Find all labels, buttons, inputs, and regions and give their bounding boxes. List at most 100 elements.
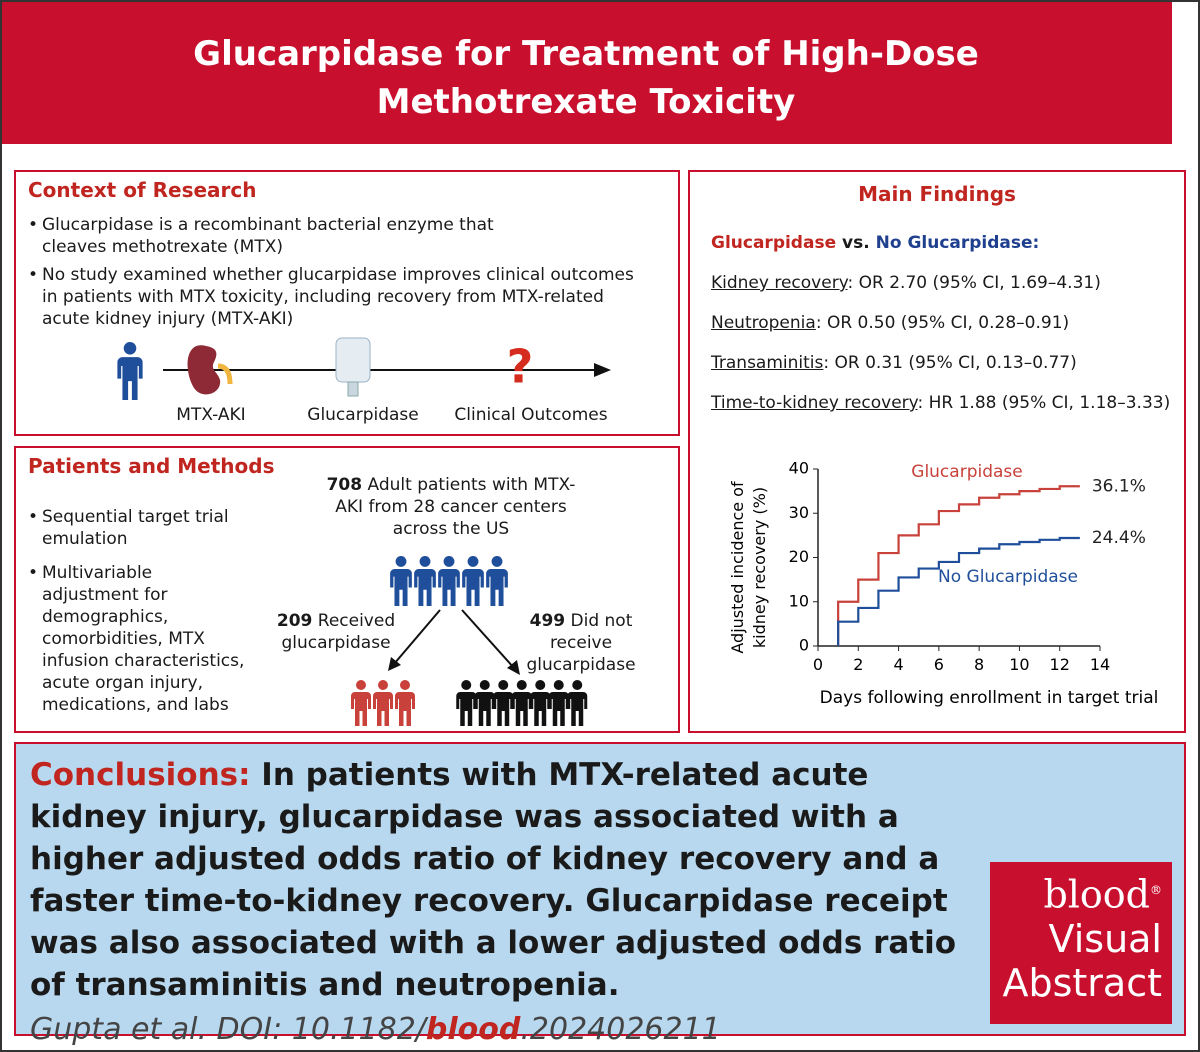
methods-bullets: Sequential target trial emulation Multiv… bbox=[28, 506, 253, 722]
x-tick-label: 10 bbox=[1009, 655, 1029, 674]
cohort: 708 Adult patients with MTX-AKI from 28 … bbox=[316, 474, 586, 540]
series-label: No Glucarpidase bbox=[938, 567, 1078, 587]
logo-brand-row: blood® bbox=[1000, 868, 1162, 917]
logo: blood® Visual Abstract bbox=[990, 862, 1172, 1024]
question-mark: ? bbox=[507, 340, 534, 394]
result-estimate: : OR 0.50 (95% CI, 0.28–0.91) bbox=[815, 313, 1070, 333]
logo-brand: blood bbox=[1043, 872, 1150, 917]
branch-arrow bbox=[461, 609, 515, 669]
result-measure: Neutropenia bbox=[711, 313, 816, 333]
cohort-text: Adult patients with MTX-AKI from 28 canc… bbox=[335, 475, 576, 539]
x-tick-label: 4 bbox=[893, 655, 903, 674]
x-axis-label: Days following enrollment in target tria… bbox=[820, 688, 1159, 708]
x-tick-label: 6 bbox=[934, 655, 944, 674]
result-measure: Kidney recovery bbox=[711, 273, 848, 293]
comparison: Glucarpidase vs. No Glucarpidase: bbox=[711, 233, 1039, 253]
comparison-control: No Glucarpidase: bbox=[875, 233, 1040, 253]
methods-box: Patients and Methods Sequential target t… bbox=[14, 446, 680, 733]
result-estimate: : HR 1.88 (95% CI, 1.18–3.33) bbox=[917, 393, 1171, 413]
context-box: Context of Research Glucarpidase is a re… bbox=[14, 170, 680, 436]
y-tick-label: 20 bbox=[789, 547, 809, 566]
arm: 499 Did not receive glucarpidase bbox=[496, 610, 666, 676]
conclusion-label: Conclusions: bbox=[30, 757, 251, 793]
arm-text: Received glucarpidase bbox=[281, 611, 396, 653]
y-tick-label: 10 bbox=[789, 591, 809, 610]
y-axis-label: Adjusted incidence of bbox=[728, 481, 747, 654]
findings-heading: Main Findings bbox=[858, 182, 1016, 206]
arrowhead bbox=[594, 363, 611, 377]
arrowhead bbox=[507, 660, 520, 675]
timeline-label: Glucarpidase bbox=[307, 405, 419, 425]
bag-port bbox=[347, 381, 359, 397]
person-icon bbox=[548, 680, 569, 726]
bullet: No study examined whether glucarpidase i… bbox=[28, 264, 638, 330]
conclusion: Conclusions: In patients with MTX-relate… bbox=[30, 754, 1170, 1006]
logo-line: Abstract bbox=[1002, 960, 1162, 1005]
logo-mark: ® bbox=[1150, 883, 1162, 897]
conclusion-box: Conclusions: In patients with MTX-relate… bbox=[14, 742, 1186, 1047]
comparison-treated: Glucarpidase bbox=[711, 233, 837, 253]
person-icon bbox=[567, 680, 588, 726]
timeline-label: Clinical Outcomes bbox=[454, 405, 608, 425]
context-bullets: Glucarpidase is a recombinant bacterial … bbox=[28, 214, 638, 336]
context-heading: Context of Research bbox=[28, 178, 257, 202]
patient-icon bbox=[117, 342, 143, 400]
x-tick-label: 0 bbox=[813, 655, 823, 674]
chart: 0 10 20 30 40 0 2 4 6 8 10 12 14 Days following enrol… bbox=[728, 459, 1159, 709]
citation-journal: blood bbox=[425, 1012, 521, 1047]
person-icon bbox=[493, 680, 514, 726]
person-icon bbox=[395, 680, 415, 726]
methods-heading: Patients and Methods bbox=[28, 454, 275, 478]
timeline-label: MTX-AKI bbox=[176, 405, 246, 425]
citation-part: .2024026211 bbox=[520, 1012, 721, 1047]
arrowhead bbox=[388, 657, 401, 671]
person-icon bbox=[390, 556, 412, 606]
citation-part: Gupta et al. DOI: 10.1182/ bbox=[30, 1012, 426, 1047]
ureter bbox=[217, 363, 233, 385]
y-tick-label: 30 bbox=[789, 503, 809, 522]
cohort-count: 708 bbox=[326, 475, 363, 495]
person-icon bbox=[414, 556, 436, 606]
result-estimate: : OR 0.31 (95% CI, 0.13–0.77) bbox=[823, 353, 1077, 373]
arm: 209 Received glucarpidase bbox=[266, 610, 406, 654]
result-measure: Time-to-kidney recovery bbox=[711, 393, 918, 413]
value-label: 36.1% bbox=[1092, 476, 1146, 496]
branch-arrow bbox=[393, 609, 441, 665]
bullet: Glucarpidase is a recombinant bacterial … bbox=[28, 214, 542, 258]
bullet: Sequential target trial emulation bbox=[28, 506, 253, 550]
x-tick-label: 8 bbox=[974, 655, 984, 674]
findings-box: Main Findings Glucarpidase vs. No Glucar… bbox=[688, 170, 1186, 733]
y-tick-label: 40 bbox=[789, 459, 809, 478]
person-icon bbox=[438, 556, 460, 606]
conclusion-text: In patients with MTX-related acute kidne… bbox=[30, 757, 957, 1003]
arm-count: 209 bbox=[276, 611, 313, 631]
y-axis-label: kidney recovery (%) bbox=[750, 487, 769, 648]
people-diagram bbox=[351, 556, 588, 726]
x-tick-label: 12 bbox=[1050, 655, 1070, 674]
step-line bbox=[837, 536, 1080, 646]
step-line bbox=[837, 485, 1080, 646]
timeline: ? bbox=[117, 337, 611, 400]
value-label: 24.4% bbox=[1092, 528, 1146, 548]
result-estimate: : OR 2.70 (95% CI, 1.69–4.31) bbox=[847, 273, 1101, 293]
bullet: Multivariable adjustment for demographic… bbox=[28, 562, 253, 716]
citation: Gupta et al. DOI: 10.1182/blood.20240262… bbox=[30, 1012, 1170, 1047]
result-measure: Transaminitis bbox=[711, 353, 824, 373]
person-icon bbox=[486, 556, 508, 606]
result-row: Time-to-kidney recovery: HR 1.88 (95% CI… bbox=[711, 393, 1170, 413]
person-icon bbox=[373, 680, 393, 726]
person-icon bbox=[530, 680, 551, 726]
arm-count: 499 bbox=[529, 611, 566, 631]
comparison-vs: vs. bbox=[842, 233, 870, 253]
arm-text: Did not receive glucarpidase bbox=[526, 611, 636, 675]
person-icon bbox=[351, 680, 371, 726]
result-row: Transaminitis: OR 0.31 (95% CI, 0.13–0.7… bbox=[711, 353, 1077, 373]
result-row: Neutropenia: OR 0.50 (95% CI, 0.28–0.91) bbox=[711, 313, 1069, 333]
y-tick-label: 0 bbox=[799, 636, 809, 655]
series-label: Glucarpidase bbox=[911, 462, 1022, 482]
person-icon bbox=[511, 680, 532, 726]
result-row: Kidney recovery: OR 2.70 (95% CI, 1.69–4… bbox=[711, 273, 1101, 293]
logo-line: Visual bbox=[1048, 916, 1162, 961]
